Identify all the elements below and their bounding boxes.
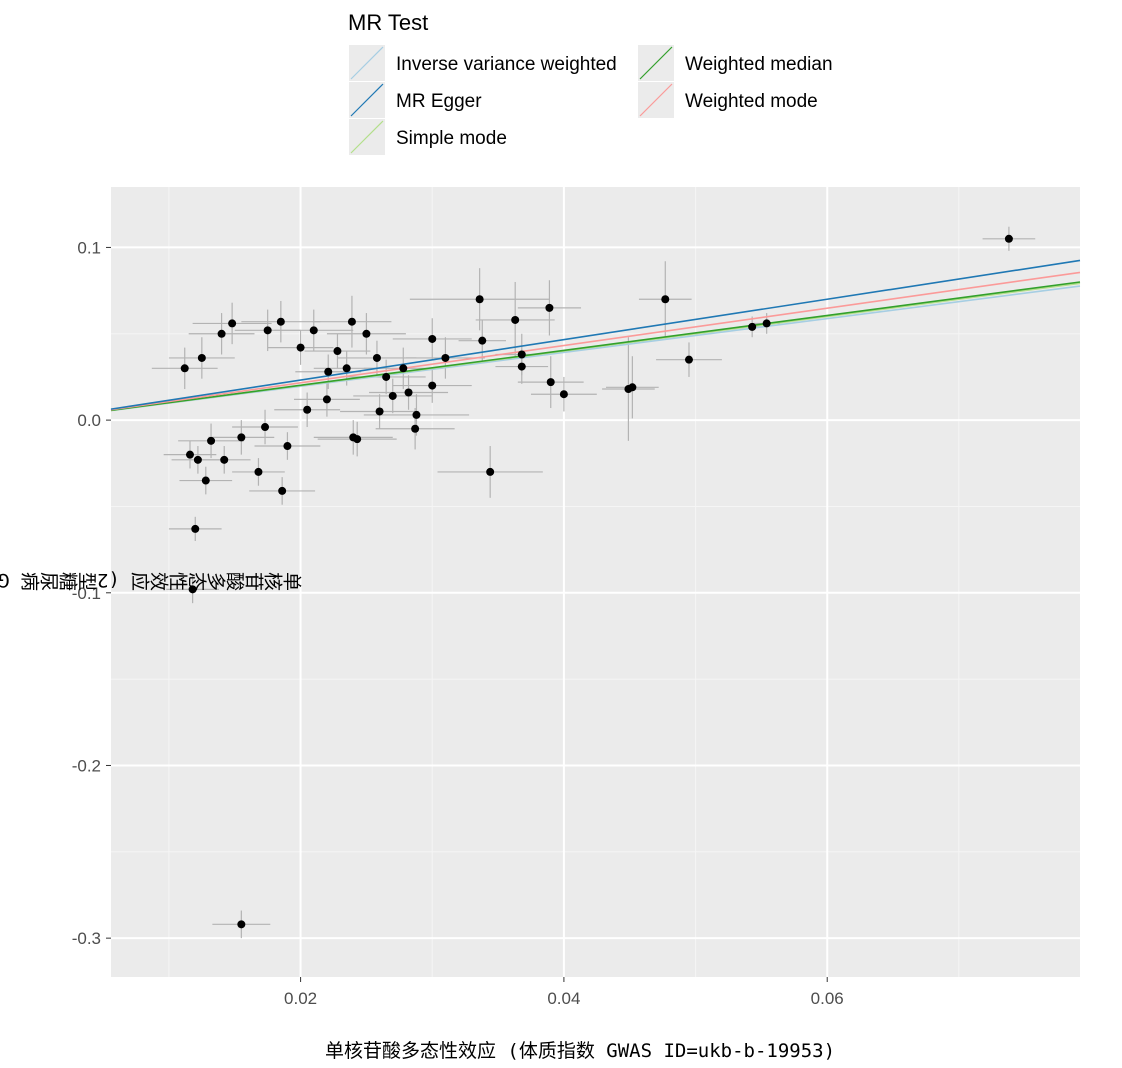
data-point <box>207 436 216 445</box>
legend-label-weighted-median: Weighted median <box>685 54 833 75</box>
data-point <box>517 350 526 359</box>
data-point <box>404 388 413 397</box>
legend-label-mr-egger: MR Egger <box>396 91 482 112</box>
grid-major <box>111 187 1080 977</box>
legend-item-inverse-variance-weighted: Inverse variance weighted <box>349 45 617 81</box>
data-point <box>545 303 554 312</box>
data-point <box>441 353 450 362</box>
legend-item-simple-mode: Simple mode <box>349 119 507 155</box>
data-point <box>628 383 637 392</box>
y-tick-label: 0.0 <box>77 411 101 430</box>
data-point <box>191 524 200 533</box>
data-point <box>428 334 437 343</box>
data-point <box>388 391 397 400</box>
legend-label-simple-mode: Simple mode <box>396 128 507 149</box>
data-point <box>228 319 237 328</box>
fit-lines <box>110 259 1081 412</box>
fit-line-weighted-mode <box>110 271 1081 411</box>
data-point <box>353 435 362 444</box>
data-point <box>309 326 318 335</box>
plot-panel <box>111 187 1080 977</box>
data-point <box>762 319 771 328</box>
data-point <box>333 347 342 356</box>
x-tick-label: 0.02 <box>284 989 317 1008</box>
data-point <box>399 364 408 373</box>
legend: MR Test Inverse variance weighted MR Egg… <box>348 10 833 155</box>
data-points <box>180 234 1013 929</box>
data-point <box>322 395 331 404</box>
data-point <box>411 424 420 433</box>
legend-item-weighted-median: Weighted median <box>638 45 833 81</box>
data-point <box>180 364 189 373</box>
x-axis-title: 单核苷酸多态性效应 (体质指数 GWAS ID=ukb-b-19953) <box>325 1040 835 1062</box>
data-point <box>237 433 246 442</box>
data-point <box>263 326 272 335</box>
data-point <box>1004 234 1013 243</box>
data-point <box>276 317 285 326</box>
legend-swatch-mr-egger <box>350 83 384 117</box>
data-point <box>684 355 693 364</box>
y-axis: 0.1 0.0 -0.1 -0.2 -0.3 <box>72 238 111 948</box>
data-point <box>237 920 246 929</box>
data-point <box>661 295 670 304</box>
legend-item-mr-egger: MR Egger <box>349 82 482 118</box>
data-point <box>283 442 292 451</box>
data-point <box>254 467 263 476</box>
data-point <box>324 367 333 376</box>
data-point <box>193 455 202 464</box>
data-point <box>478 336 487 345</box>
legend-swatch-inverse-variance-weighted <box>350 46 384 80</box>
data-point <box>188 585 197 594</box>
data-point <box>517 362 526 371</box>
x-tick-label: 0.06 <box>811 989 844 1008</box>
x-axis: 0.02 0.04 0.06 <box>284 977 844 1008</box>
fit-line-mr-egger <box>110 259 1081 410</box>
data-point <box>375 407 384 416</box>
data-point <box>342 364 351 373</box>
data-point <box>185 450 194 459</box>
data-point <box>412 410 421 419</box>
legend-title: MR Test <box>348 10 428 35</box>
data-point <box>546 378 555 387</box>
legend-swatch-weighted-median <box>639 46 673 80</box>
data-point <box>559 390 568 399</box>
legend-label-inverse-variance-weighted: Inverse variance weighted <box>396 54 617 75</box>
data-point <box>362 329 371 338</box>
data-point <box>511 315 520 324</box>
data-point <box>296 343 305 352</box>
legend-label-weighted-mode: Weighted mode <box>685 91 818 112</box>
x-tick-label: 0.04 <box>547 989 580 1008</box>
fit-line-weighted-median <box>110 281 1081 412</box>
data-point <box>475 295 484 304</box>
data-point <box>261 423 270 432</box>
y-tick-label: -0.2 <box>72 756 101 775</box>
data-point <box>197 353 206 362</box>
data-point <box>201 476 210 485</box>
y-tick-label: 0.1 <box>77 238 101 257</box>
data-point <box>220 455 229 464</box>
data-point <box>382 372 391 381</box>
data-point <box>278 486 287 495</box>
data-point <box>217 329 226 338</box>
data-point <box>347 317 356 326</box>
data-point <box>428 381 437 390</box>
legend-swatch-weighted-mode <box>639 83 673 117</box>
y-axis-title: 单核苷酸多态性效应 (2型糖尿病 GWAS ID=ebi-a-GCST00686… <box>0 569 303 591</box>
data-point <box>748 322 757 331</box>
legend-item-weighted-mode: Weighted mode <box>638 82 818 118</box>
data-point <box>486 467 495 476</box>
grid-minor <box>111 187 1080 977</box>
y-tick-label: -0.1 <box>72 584 101 603</box>
legend-swatch-simple-mode <box>350 120 384 154</box>
data-point <box>303 405 312 414</box>
y-tick-label: -0.3 <box>72 929 101 948</box>
data-point <box>372 353 381 362</box>
